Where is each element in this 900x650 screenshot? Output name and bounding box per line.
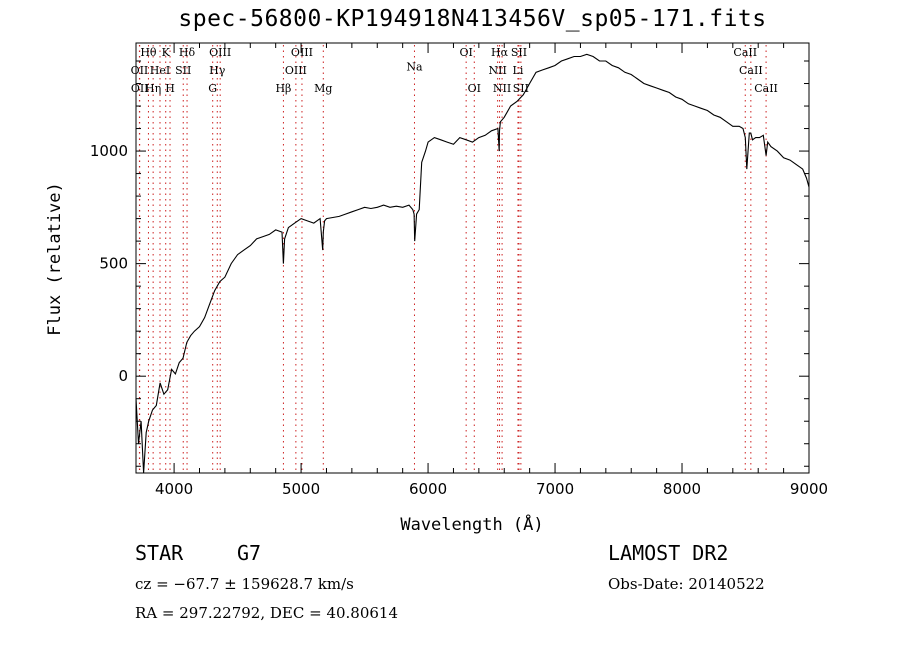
spectral-line-label: K — [162, 46, 171, 59]
axis-tick-labels: 4000 5000 6000 7000 8000 9000 0 500 1000 — [90, 142, 828, 498]
x-axis-label: Wavelength (Å) — [400, 513, 543, 535]
survey-name: LAMOST DR2 — [608, 541, 729, 565]
spectral-line-label: Na — [406, 60, 423, 73]
spectral-line-label: G — [208, 82, 217, 95]
x-tick-label: 4000 — [155, 480, 193, 498]
x-tick-label: 7000 — [536, 480, 574, 498]
y-axis-label: Flux (relative) — [45, 182, 65, 336]
spectral-line-label: OII — [131, 64, 149, 77]
spectral-line-label: NII — [493, 82, 511, 95]
x-tick-label: 9000 — [790, 480, 828, 498]
spectral-line-label: Hβ — [275, 82, 291, 95]
spectrum-line — [135, 53, 810, 474]
spectral-line-label: OI — [459, 46, 472, 59]
obs-date: Obs-Date: 20140522 — [608, 575, 765, 593]
y-tick-label: 0 — [118, 367, 128, 385]
redshift-info: cz = −67.7 ± 159628.7 km/s — [135, 575, 354, 593]
object-subclass: G7 — [237, 541, 262, 565]
spectral-line-label: Hγ — [209, 64, 226, 77]
plot-frame — [135, 42, 810, 474]
spectral-line-markers — [138, 45, 767, 471]
spectral-line-label: HeI — [150, 64, 170, 77]
spectral-line-label: Hη — [145, 82, 161, 95]
spectral-line-label: OII — [131, 82, 149, 95]
coordinates: RA = 297.22792, DEC = 40.80614 — [135, 604, 399, 622]
spectral-line-label: Hα — [491, 46, 509, 59]
spectral-line-label: Hθ — [140, 46, 157, 59]
spectral-line-label: SII — [511, 46, 527, 59]
object-class: STAR — [135, 541, 184, 565]
spectral-line-label: CaII — [754, 82, 778, 95]
chart-title: spec-56800-KP194918N413456V_sp05-171.fit… — [178, 6, 767, 32]
spectral-line-label: Mg — [314, 82, 332, 95]
spectral-line-label: OI — [468, 82, 481, 95]
spectral-line-label: Li — [513, 64, 524, 77]
y-tick-label: 1000 — [90, 142, 128, 160]
spectral-line-label: OIII — [285, 64, 307, 77]
spectral-line-label: OIII — [209, 46, 231, 59]
x-tick-label: 8000 — [663, 480, 701, 498]
spectral-line-label: CaII — [733, 46, 757, 59]
spectral-line-label: H — [165, 82, 175, 95]
spectral-line-label: Hδ — [179, 46, 196, 59]
spectral-line-label: NII — [488, 64, 506, 77]
spectral-line-label: OIII — [291, 46, 313, 59]
spectral-line-label: SII — [175, 64, 191, 77]
spectral-line-label: CaII — [739, 64, 763, 77]
x-tick-label: 6000 — [409, 480, 447, 498]
axis-ticks — [136, 43, 810, 473]
y-tick-label: 500 — [99, 255, 128, 273]
x-tick-label: 5000 — [282, 480, 320, 498]
